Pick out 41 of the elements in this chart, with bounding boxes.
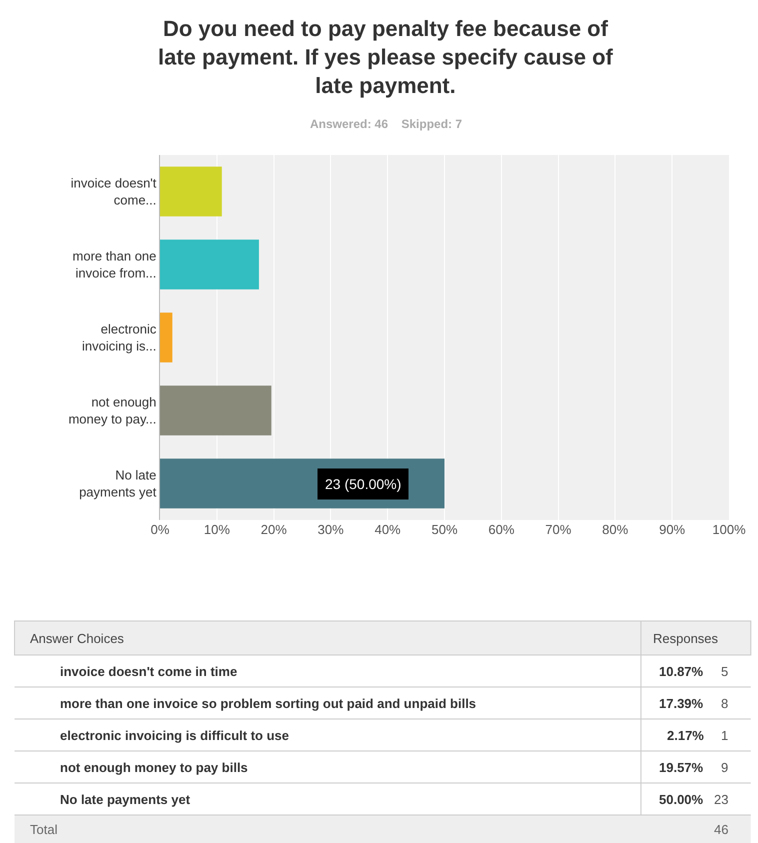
text: 46 [714, 822, 728, 837]
x-tick-label: 70% [545, 522, 572, 537]
text: not enough money to pay bills [60, 760, 248, 775]
text: Answer Choices [30, 631, 124, 646]
y-tick-label: not enough money to pay... [68, 394, 156, 426]
text: 10.87% [659, 664, 704, 679]
text: 9 [721, 760, 728, 775]
y-tick-label: invoice doesn't come... [70, 176, 157, 208]
chart-subtitle: Answered: 46 Skipped: 7 [310, 117, 462, 131]
x-tick-label: 100% [712, 522, 746, 537]
x-tick-label: 40% [374, 522, 402, 537]
text: 19.57% [659, 760, 704, 775]
x-tick-label: 30% [318, 522, 344, 537]
bar [160, 386, 272, 436]
text: electronic invoicing is difficult to use [60, 728, 289, 743]
y-tick-label: electronic invoicing is... [82, 322, 157, 354]
text: invoice doesn't come in time [60, 664, 238, 679]
text: 17.39% [659, 696, 704, 711]
text: 1 [721, 728, 728, 743]
x-tick-label: 20% [260, 522, 288, 537]
text: 5 [721, 664, 728, 679]
x-tick-label: 80% [602, 522, 629, 537]
y-tick-label: No late payments yet [79, 468, 157, 500]
text: 23 [714, 792, 728, 807]
x-tick-label: 90% [659, 522, 686, 537]
text: Responses [653, 631, 719, 646]
bar [160, 312, 172, 362]
text: 8 [721, 696, 728, 711]
x-tick-label: 60% [488, 522, 515, 537]
text: Total [30, 822, 58, 837]
data-label: 23 (50.00%) [325, 476, 402, 492]
x-tick-label: 0% [150, 522, 170, 537]
text: 2.17% [667, 728, 704, 743]
chart-title: Do you need to pay penalty fee because of late payment. If yes please specify cause of late payment. [158, 16, 614, 98]
bar [160, 240, 259, 290]
x-tick-label: 10% [204, 522, 230, 537]
x-tick-label: 50% [431, 522, 458, 537]
bar [160, 166, 222, 216]
text: 50.00% [659, 792, 704, 807]
y-tick-label: more than one invoice from... [72, 248, 156, 280]
text: more than one invoice so problem sorting out paid and unpaid bills [60, 696, 476, 711]
